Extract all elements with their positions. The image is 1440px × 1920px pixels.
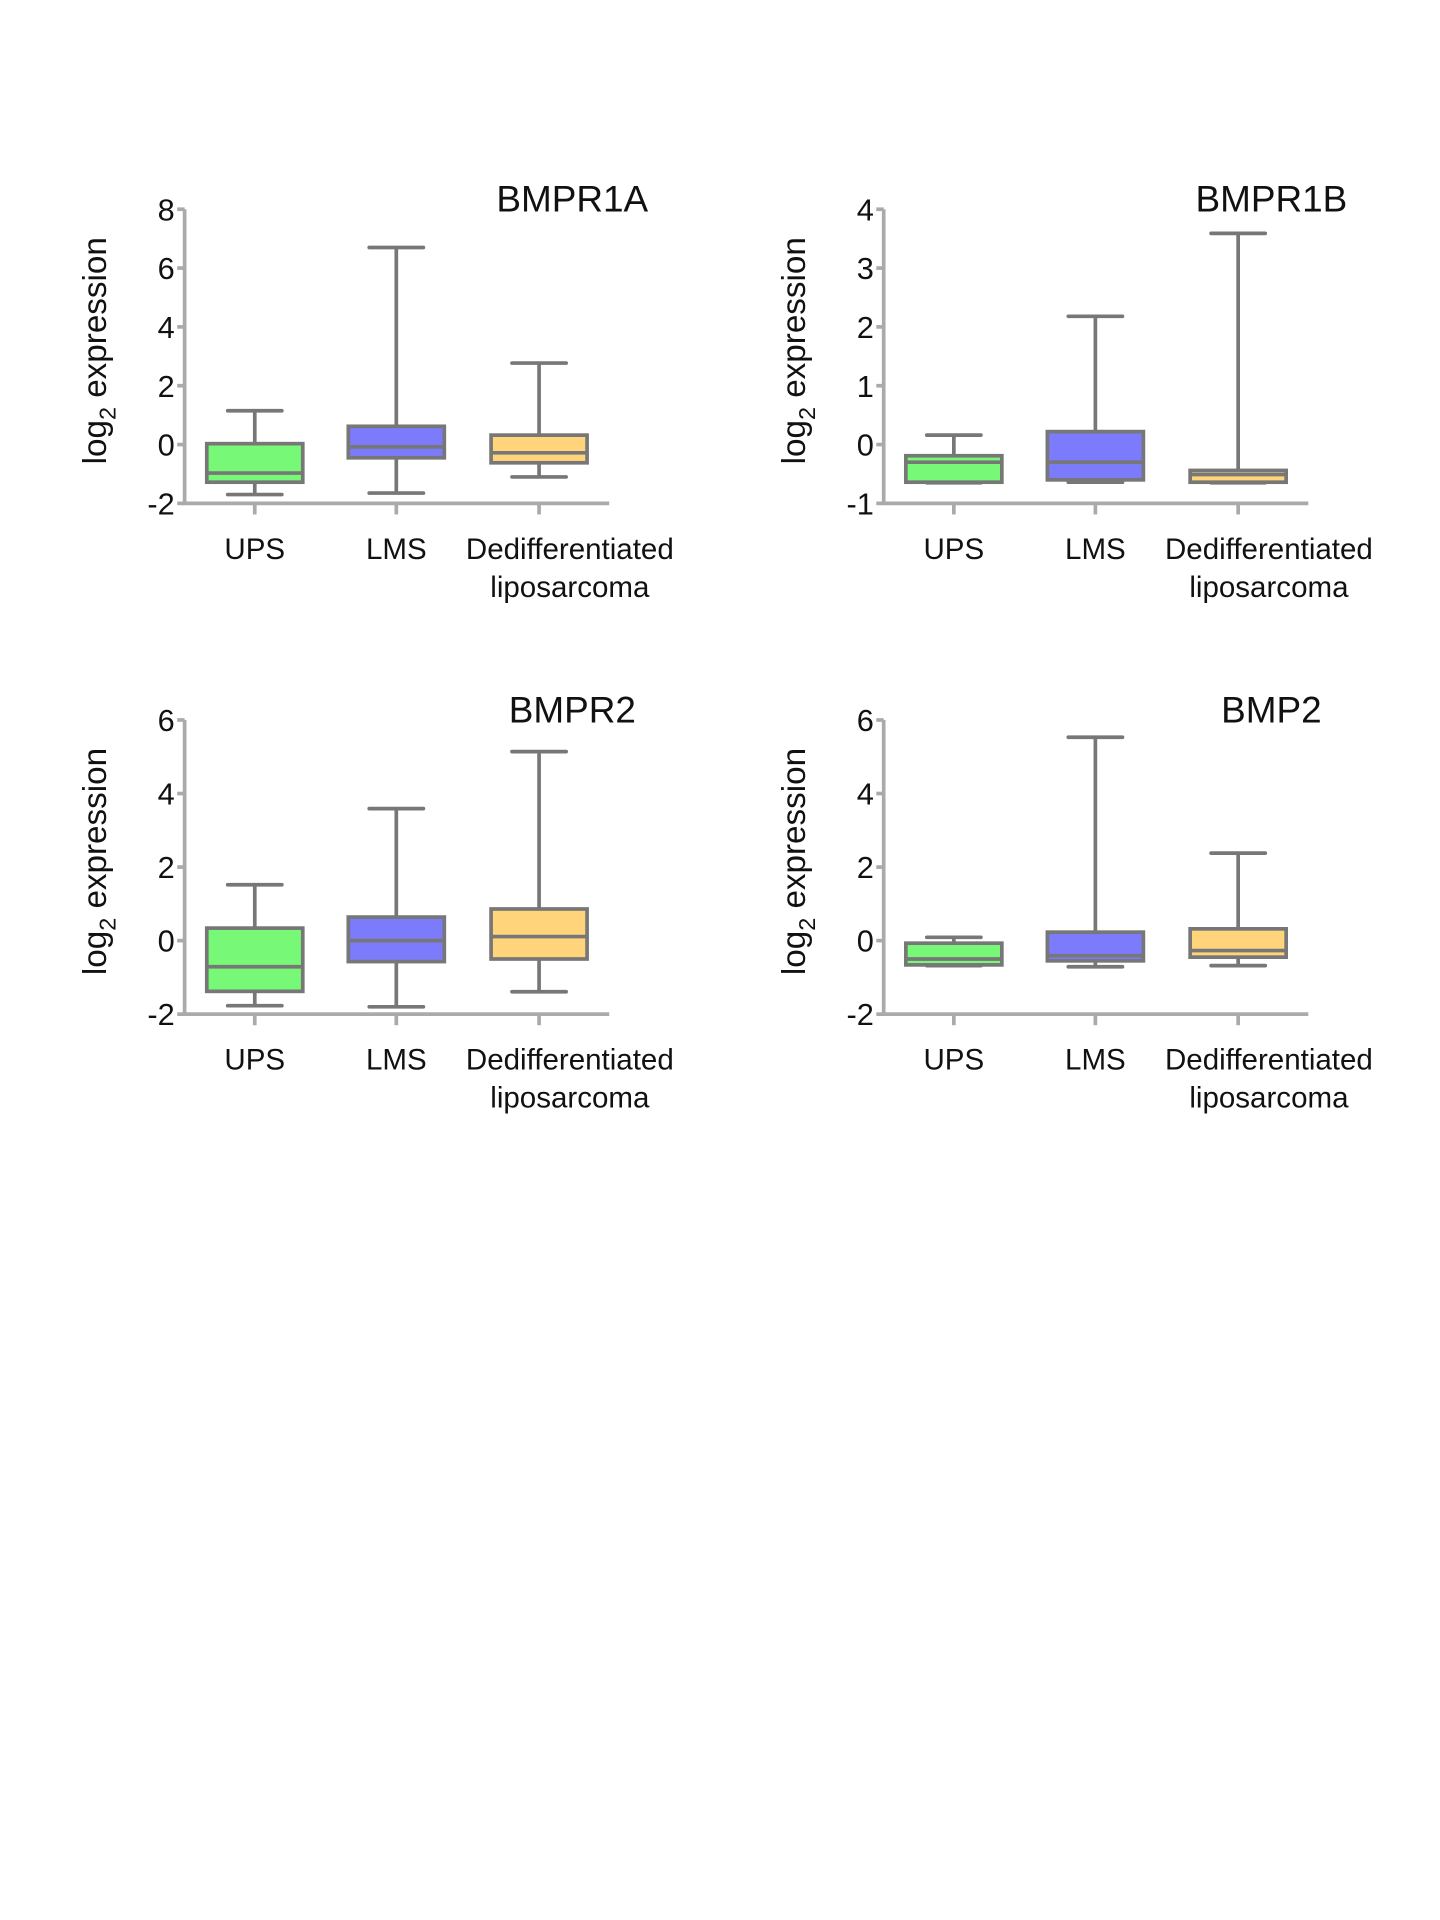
box-lms bbox=[346, 424, 447, 460]
x-category-label: liposarcoma bbox=[1189, 571, 1349, 604]
y-tick-label: -2 bbox=[147, 486, 174, 521]
box-ups bbox=[904, 941, 1004, 967]
x-category-label: liposarcoma bbox=[1189, 1082, 1349, 1115]
x-category-label: Dedifferentiated bbox=[1165, 1044, 1373, 1077]
y-tick-label: 0 bbox=[158, 924, 175, 959]
y-axis-label-subscript: 2 bbox=[95, 407, 121, 420]
y-tick-label: 1 bbox=[857, 369, 874, 404]
x-category-label: LMS bbox=[366, 533, 427, 566]
y-tick-label: 3 bbox=[857, 251, 874, 286]
y-tick-label: -2 bbox=[147, 997, 174, 1032]
y-tick-label: 4 bbox=[857, 192, 874, 227]
y-tick-label: 0 bbox=[857, 428, 874, 463]
chart-title: BMPR1B bbox=[1195, 179, 1347, 220]
box-ups bbox=[204, 441, 305, 485]
y-axis-label-main: log bbox=[776, 420, 813, 464]
y-tick-label: 2 bbox=[158, 850, 175, 885]
y-axis-label-subscript: 2 bbox=[95, 918, 121, 931]
y-axis-label-rest: expression bbox=[776, 748, 813, 918]
x-category-label: liposarcoma bbox=[490, 571, 650, 604]
y-axis-label-rest: expression bbox=[77, 748, 114, 918]
y-axis-label-main: log bbox=[77, 420, 114, 464]
y-tick-label: 2 bbox=[857, 850, 874, 885]
x-category-label: Dedifferentiated bbox=[1165, 533, 1373, 566]
y-tick-label: 0 bbox=[857, 924, 874, 959]
x-category-label: LMS bbox=[1065, 1044, 1126, 1077]
box-ups bbox=[204, 926, 305, 994]
y-axis-label-subscript: 2 bbox=[794, 407, 820, 420]
box-ups bbox=[904, 453, 1004, 485]
chart-title: BMPR1A bbox=[496, 179, 648, 220]
x-category-label: LMS bbox=[366, 1044, 427, 1077]
y-tick-label: 2 bbox=[857, 310, 874, 345]
y-tick-label: 2 bbox=[158, 369, 175, 404]
x-category-label: liposarcoma bbox=[490, 1082, 650, 1115]
x-category-label: Dedifferentiated bbox=[466, 533, 674, 566]
y-axis-label-rest: expression bbox=[776, 237, 813, 407]
x-category-label: UPS bbox=[224, 533, 285, 566]
y-tick-label: 6 bbox=[158, 251, 175, 286]
y-axis-label: log2 expression bbox=[77, 237, 121, 464]
y-axis-label: log2 expression bbox=[77, 748, 121, 975]
x-category-label: UPS bbox=[923, 1044, 984, 1077]
y-tick-label: 8 bbox=[158, 192, 175, 227]
y-tick-label: 0 bbox=[158, 428, 175, 463]
y-tick-label: 4 bbox=[857, 777, 874, 812]
box-lms bbox=[1045, 429, 1146, 482]
x-category-label: LMS bbox=[1065, 533, 1126, 566]
box-dedifferentiated bbox=[1188, 927, 1288, 960]
box-dedifferentiated bbox=[489, 433, 589, 465]
y-tick-label: 6 bbox=[158, 703, 175, 738]
y-tick-label: 6 bbox=[857, 703, 874, 738]
chart-title: BMPR2 bbox=[509, 689, 636, 730]
y-axis-label-subscript: 2 bbox=[794, 918, 820, 931]
y-axis-label-rest: expression bbox=[77, 237, 114, 407]
chart-title: BMP2 bbox=[1221, 689, 1322, 730]
x-category-label: UPS bbox=[923, 533, 984, 566]
y-tick-label: -2 bbox=[847, 997, 874, 1032]
x-category-label: UPS bbox=[224, 1044, 285, 1077]
y-axis-label-main: log bbox=[77, 931, 114, 975]
y-axis-label: log2 expression bbox=[776, 748, 820, 975]
box-dedifferentiated bbox=[489, 907, 589, 961]
y-axis-label-main: log bbox=[776, 931, 813, 975]
x-category-label: Dedifferentiated bbox=[466, 1044, 674, 1077]
y-tick-label: 4 bbox=[158, 310, 175, 345]
y-tick-label: -1 bbox=[847, 486, 874, 521]
y-tick-label: 4 bbox=[158, 777, 175, 812]
y-axis-label: log2 expression bbox=[776, 237, 820, 464]
